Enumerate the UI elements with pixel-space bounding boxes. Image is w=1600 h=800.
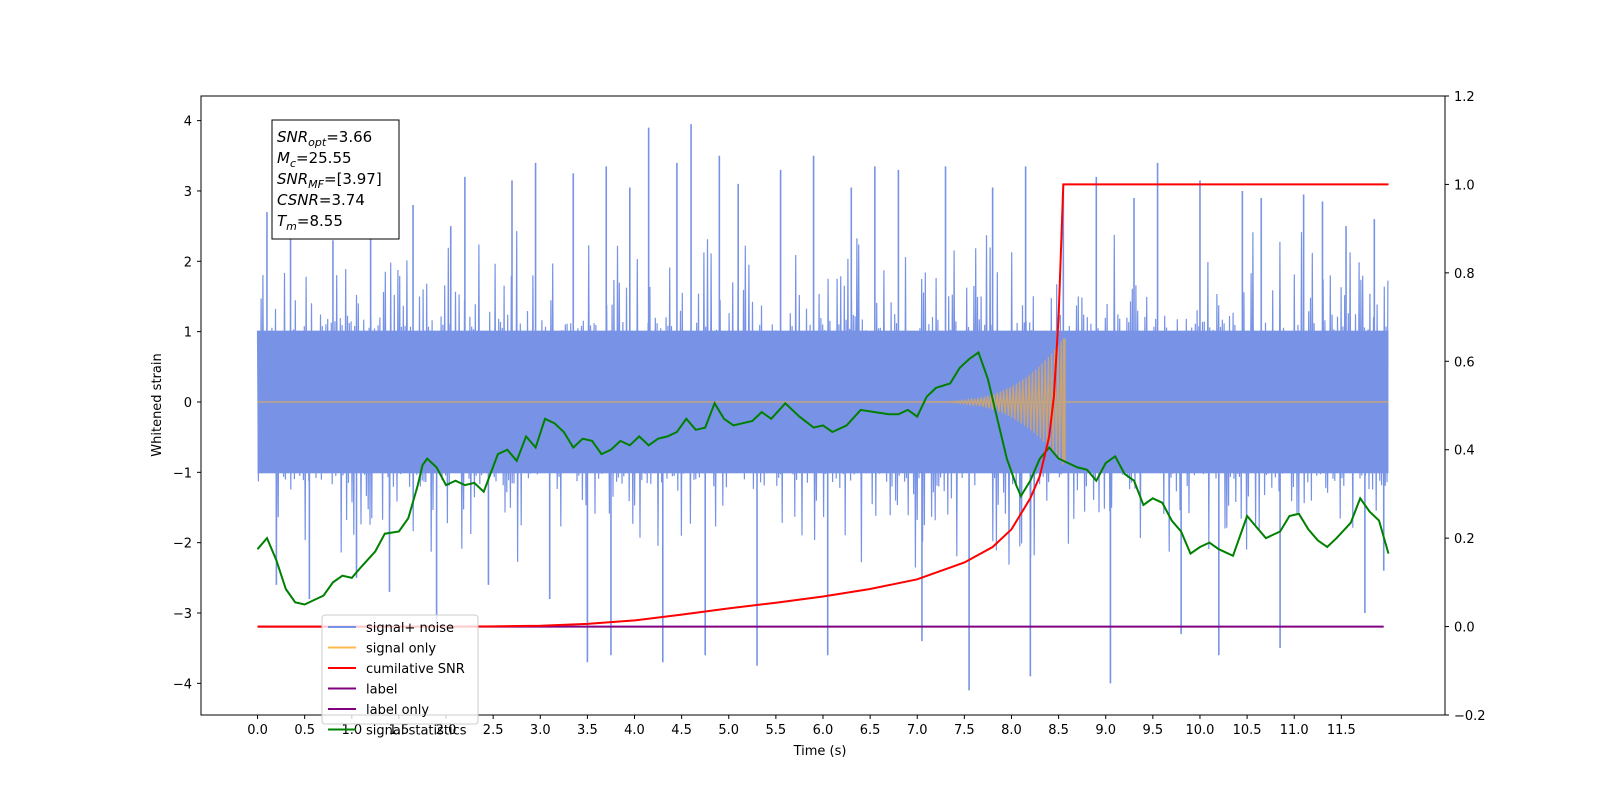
legend-label: label only	[366, 703, 429, 718]
x-tick-label: 10.5	[1233, 723, 1262, 738]
x-tick-label: 3.5	[577, 723, 598, 738]
x-tick-label: 9.5	[1143, 723, 1164, 738]
annotation-line: CSNR=3.74	[277, 191, 365, 209]
y2-tick-label: 0.8	[1454, 267, 1475, 282]
y2-tick-label: 0.2	[1454, 532, 1475, 547]
annotation-box: SNRopt=3.66Mc=25.55SNRMF=[3.97]CSNR=3.74…	[271, 119, 400, 240]
y2-tick-label: 0.6	[1454, 355, 1475, 370]
legend-frame	[321, 614, 479, 725]
annotation-line: Mc=25.55	[277, 149, 352, 170]
x-tick-label: 6.0	[813, 723, 834, 738]
x-tick-label: 9.0	[1095, 723, 1116, 738]
x-tick-label: 8.5	[1048, 723, 1069, 738]
x-axis-label: Time (s)	[793, 744, 847, 759]
y2-tick-label: 1.0	[1454, 178, 1475, 193]
y-tick-label: 0	[184, 396, 192, 411]
y2-tick-label: 1.2	[1454, 90, 1475, 105]
x-tick-label: 11.5	[1327, 723, 1356, 738]
legend-label: cumilative SNR	[366, 662, 465, 677]
annotation-frame	[271, 119, 400, 240]
x-tick-label: 10.0	[1185, 723, 1214, 738]
legend-label: signal statistics	[366, 724, 467, 739]
y-tick-label: −2	[173, 537, 192, 552]
x-tick-label: 0.0	[247, 723, 268, 738]
signal-chirp	[917, 341, 1064, 465]
x-tick-label: 7.0	[907, 723, 928, 738]
y2-tick-label: 0.4	[1454, 444, 1475, 459]
signal-series	[257, 338, 1389, 465]
annotation-line: Tm=8.55	[277, 212, 343, 233]
y-tick-label: −3	[173, 607, 192, 622]
noise-series	[256, 124, 1389, 691]
y-tick-label: 1	[184, 326, 192, 341]
x-tick-label: 2.0	[436, 723, 457, 738]
x-tick-label: 3.0	[530, 723, 551, 738]
legend-label: signal only	[366, 642, 436, 657]
y-tick-label: 2	[184, 255, 192, 270]
legend-label: label	[366, 683, 397, 698]
y-tick-label: −4	[173, 677, 192, 692]
legend-label: signal+ noise	[366, 621, 454, 636]
y2-tick-label: −0.2	[1454, 709, 1486, 724]
y-tick-label: 4	[184, 115, 192, 130]
series-cumilative-snr	[257, 183, 1389, 628]
annotation-line: SNRopt=3.66	[277, 128, 372, 149]
x-tick-label: 1.5	[389, 723, 410, 738]
y-tick-label: 3	[184, 185, 192, 200]
x-tick-label: 5.0	[718, 723, 739, 738]
x-tick-label: 11.0	[1280, 723, 1309, 738]
legend: signal+ noise signal only cumilative SNR la…	[321, 614, 479, 739]
x-tick-label: 8.0	[1001, 723, 1022, 738]
y-axis-right: −0.2 0.0 0.2 0.4 0.6 0.8 1.0 1.2	[1445, 90, 1486, 724]
y-axis-left: −4 −3 −2 −1 0 1 2 3 4	[173, 115, 201, 692]
x-tick-label: 7.5	[954, 723, 975, 738]
annotation-line: SNRMF=[3.97]	[277, 170, 382, 191]
x-tick-label: 0.5	[294, 723, 315, 738]
x-tick-label: 6.5	[860, 723, 881, 738]
x-tick-label: 4.5	[671, 723, 692, 738]
x-tick-label: 2.5	[483, 723, 504, 738]
x-tick-label: 5.5	[766, 723, 787, 738]
y-axis-label: Whitened strain	[150, 353, 165, 456]
y-tick-label: −1	[173, 466, 192, 481]
x-axis: 0.00.51.01.52.02.53.03.54.04.55.05.56.06…	[247, 715, 1356, 738]
x-tick-label: 4.0	[624, 723, 645, 738]
series-signal-statistics	[256, 350, 1390, 606]
y2-tick-label: 0.0	[1454, 621, 1475, 636]
